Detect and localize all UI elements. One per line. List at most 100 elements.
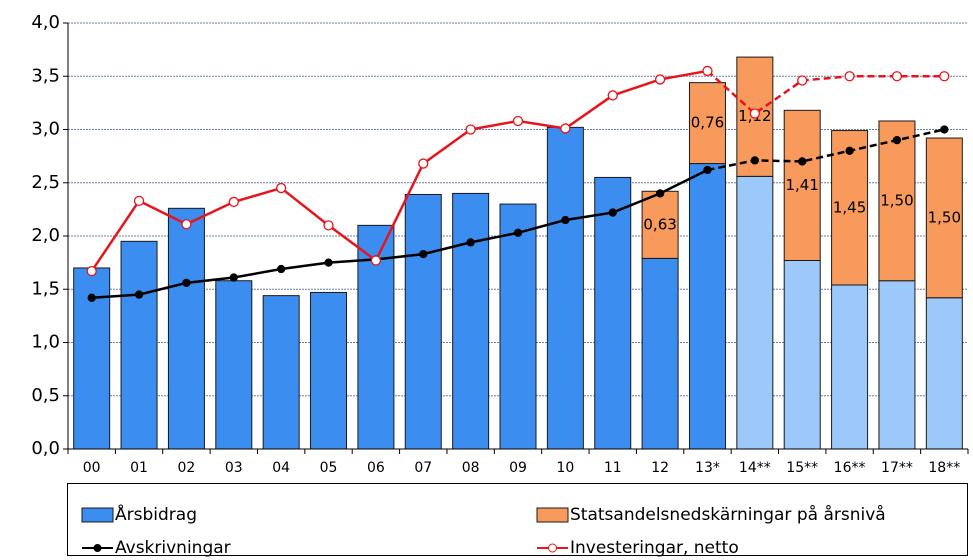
line-dashed — [707, 128, 945, 172]
value-label: 1,50 — [880, 191, 913, 209]
x-tick-label: 04 — [272, 460, 290, 476]
y-tick-label: 1,5 — [31, 278, 60, 299]
value-label: 0,63 — [643, 215, 676, 233]
line-marker — [750, 156, 759, 165]
bar — [783, 109, 821, 261]
line-solid — [90, 69, 708, 272]
y-tick-label: 0,0 — [31, 438, 60, 459]
line-marker — [655, 189, 665, 198]
line-marker — [798, 157, 807, 166]
line-marker — [749, 108, 760, 119]
line-marker — [87, 293, 96, 302]
bar — [783, 259, 821, 450]
bar — [878, 280, 916, 450]
line-marker — [940, 125, 949, 134]
bar — [641, 190, 679, 259]
x-tick-label: 06 — [367, 460, 385, 476]
line-marker — [465, 124, 476, 135]
y-tick-label: 2,0 — [31, 225, 60, 246]
legend-label: Statsandelsnedskärningar på årsnivå — [570, 504, 886, 525]
y-tick-label: 2,5 — [31, 172, 60, 193]
bar — [688, 82, 726, 165]
line-marker — [939, 71, 950, 82]
line-marker — [703, 165, 712, 175]
legend-box — [67, 483, 968, 556]
line-marker — [466, 238, 475, 247]
line-marker — [513, 228, 523, 237]
value-label: 0,76 — [691, 114, 724, 132]
line-marker — [182, 278, 191, 288]
x-tick-label: 05 — [320, 460, 338, 476]
bar — [736, 175, 774, 450]
legend-swatch — [81, 507, 114, 523]
line-marker — [560, 123, 571, 134]
x-tick-label: 03 — [225, 460, 243, 476]
line-marker — [607, 90, 618, 101]
y-tick-label: 0,5 — [31, 385, 60, 406]
bar — [262, 295, 300, 450]
line-marker — [797, 75, 808, 86]
legend-label: Årsbidrag — [115, 503, 197, 525]
x-tick-label: 09 — [509, 460, 527, 476]
line-marker — [512, 115, 524, 127]
legend-marker — [93, 544, 102, 552]
line-marker — [419, 249, 428, 259]
line-marker — [845, 146, 854, 155]
x-tick-label: 18** — [928, 460, 960, 476]
legend-label: Avskrivningar — [115, 538, 231, 558]
line-dashed — [706, 69, 945, 116]
legend-swatch — [536, 507, 569, 523]
x-tick-label: 12 — [651, 460, 669, 476]
line-marker — [418, 158, 429, 169]
bar — [546, 126, 584, 450]
bar — [831, 284, 869, 450]
bar — [452, 192, 490, 450]
line-marker — [654, 74, 666, 85]
bar — [641, 257, 679, 450]
line-marker — [891, 71, 903, 82]
x-tick-label: 13* — [695, 460, 720, 476]
y-tick-label: 3,0 — [31, 119, 60, 140]
y-tick-label: 4,0 — [31, 12, 60, 33]
x-tick-label: 00 — [83, 460, 101, 476]
x-tick-label: 10 — [556, 460, 574, 476]
line-marker — [133, 195, 145, 207]
y-tick-label: 3,5 — [31, 65, 60, 86]
line-marker — [181, 219, 192, 230]
line-marker — [323, 220, 334, 231]
x-tick-label: 14** — [739, 460, 771, 476]
line-marker — [277, 264, 286, 274]
line-marker — [844, 71, 855, 82]
line-marker — [228, 196, 239, 208]
bar — [594, 176, 632, 450]
legend-marker — [548, 543, 557, 553]
line-marker — [702, 65, 713, 77]
legend-label: Investeringar, netto — [570, 538, 739, 558]
line-marker — [561, 215, 570, 225]
bar — [167, 207, 205, 450]
line-marker — [276, 182, 287, 194]
x-tick-label: 17** — [881, 460, 913, 476]
line-solid — [91, 168, 709, 300]
line-marker — [134, 290, 144, 299]
bar — [688, 163, 726, 450]
bar — [404, 193, 442, 450]
value-label: 1,50 — [928, 208, 961, 226]
line-marker — [370, 255, 382, 266]
line-marker — [86, 265, 97, 277]
value-label: 1,41 — [786, 176, 819, 194]
x-tick-label: 02 — [178, 460, 196, 476]
x-tick-label: 11 — [604, 460, 622, 476]
bar — [925, 137, 963, 299]
bar — [499, 203, 537, 450]
bar — [878, 120, 916, 282]
value-label: 1,45 — [833, 198, 866, 216]
bar — [120, 240, 158, 450]
bar — [310, 291, 348, 450]
x-tick-label: 01 — [130, 460, 148, 476]
x-tick-label: 15** — [786, 460, 818, 476]
line-marker — [608, 208, 617, 217]
x-tick-label: 16** — [834, 460, 866, 476]
x-tick-label: 07 — [414, 460, 432, 476]
